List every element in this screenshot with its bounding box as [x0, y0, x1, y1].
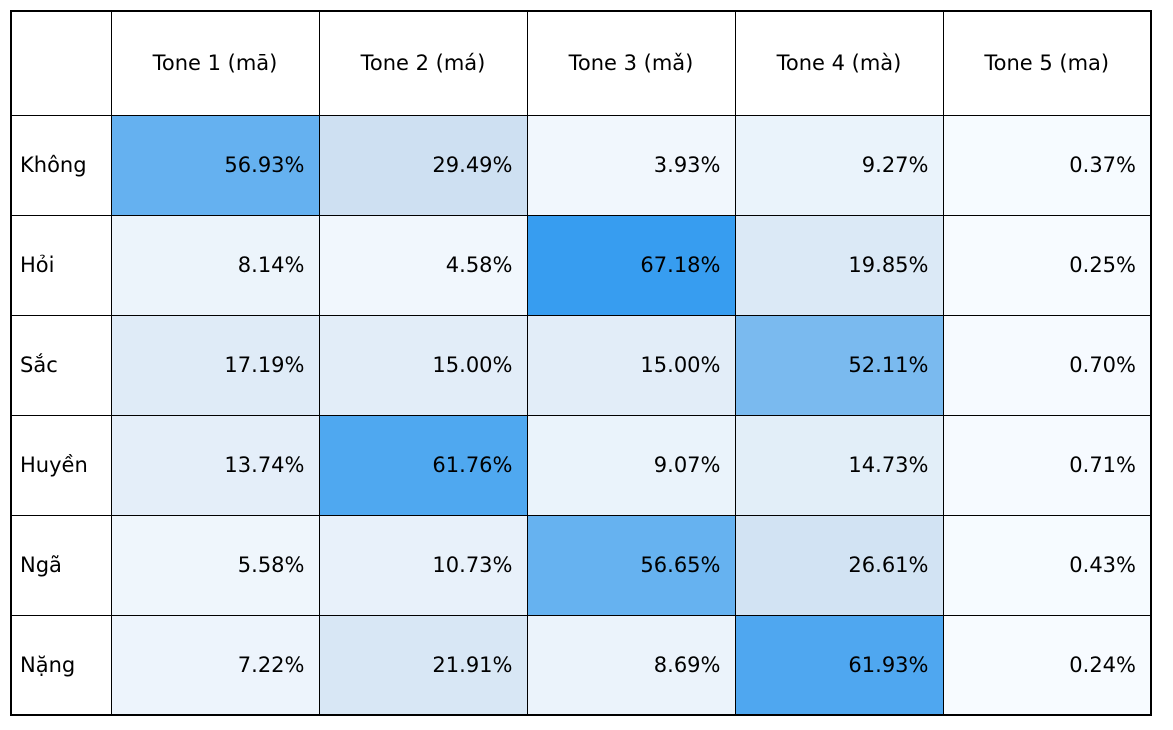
heatmap-cell: 0.37% — [943, 115, 1151, 215]
heatmap-cell: 8.69% — [527, 615, 735, 715]
heatmap-cell: 10.73% — [319, 515, 527, 615]
heatmap-table: Tone 1 (mā)Tone 2 (má)Tone 3 (mǎ)Tone 4 … — [10, 10, 1152, 716]
table-row: Sắc17.19%15.00%15.00%52.11%0.70% — [11, 315, 1151, 415]
heatmap-cell: 56.93% — [111, 115, 319, 215]
row-header: Hỏi — [11, 215, 111, 315]
col-header: Tone 3 (mǎ) — [527, 11, 735, 115]
heatmap-cell: 19.85% — [735, 215, 943, 315]
heatmap-corner — [11, 11, 111, 115]
row-header: Huyền — [11, 415, 111, 515]
row-header: Nặng — [11, 615, 111, 715]
heatmap-body: Không56.93%29.49%3.93%9.27%0.37%Hỏi8.14%… — [11, 115, 1151, 715]
heatmap-cell: 21.91% — [319, 615, 527, 715]
heatmap-header-row: Tone 1 (mā)Tone 2 (má)Tone 3 (mǎ)Tone 4 … — [11, 11, 1151, 115]
heatmap-cell: 0.71% — [943, 415, 1151, 515]
heatmap-cell: 15.00% — [527, 315, 735, 415]
heatmap-cell: 26.61% — [735, 515, 943, 615]
heatmap-cell: 15.00% — [319, 315, 527, 415]
heatmap-cell: 0.70% — [943, 315, 1151, 415]
heatmap-cell: 9.27% — [735, 115, 943, 215]
heatmap-cell: 17.19% — [111, 315, 319, 415]
heatmap-cell: 0.24% — [943, 615, 1151, 715]
heatmap-cell: 4.58% — [319, 215, 527, 315]
table-row: Không56.93%29.49%3.93%9.27%0.37% — [11, 115, 1151, 215]
heatmap-cell: 9.07% — [527, 415, 735, 515]
row-header: Ngã — [11, 515, 111, 615]
table-row: Hỏi8.14%4.58%67.18%19.85%0.25% — [11, 215, 1151, 315]
heatmap-cell: 29.49% — [319, 115, 527, 215]
table-row: Ngã5.58%10.73%56.65%26.61%0.43% — [11, 515, 1151, 615]
row-header: Sắc — [11, 315, 111, 415]
heatmap-cell: 8.14% — [111, 215, 319, 315]
table-row: Huyền13.74%61.76%9.07%14.73%0.71% — [11, 415, 1151, 515]
heatmap-cell: 0.25% — [943, 215, 1151, 315]
heatmap-cell: 61.93% — [735, 615, 943, 715]
col-header: Tone 1 (mā) — [111, 11, 319, 115]
row-header: Không — [11, 115, 111, 215]
heatmap-cell: 67.18% — [527, 215, 735, 315]
col-header: Tone 2 (má) — [319, 11, 527, 115]
col-header: Tone 5 (ma) — [943, 11, 1151, 115]
heatmap-cell: 0.43% — [943, 515, 1151, 615]
heatmap-cell: 7.22% — [111, 615, 319, 715]
heatmap-cell: 61.76% — [319, 415, 527, 515]
col-header: Tone 4 (mà) — [735, 11, 943, 115]
heatmap-cell: 52.11% — [735, 315, 943, 415]
heatmap-cell: 56.65% — [527, 515, 735, 615]
heatmap-cell: 13.74% — [111, 415, 319, 515]
heatmap-container: Tone 1 (mā)Tone 2 (má)Tone 3 (mǎ)Tone 4 … — [10, 10, 1152, 716]
table-row: Nặng7.22%21.91%8.69%61.93%0.24% — [11, 615, 1151, 715]
heatmap-cell: 14.73% — [735, 415, 943, 515]
heatmap-cell: 5.58% — [111, 515, 319, 615]
heatmap-cell: 3.93% — [527, 115, 735, 215]
